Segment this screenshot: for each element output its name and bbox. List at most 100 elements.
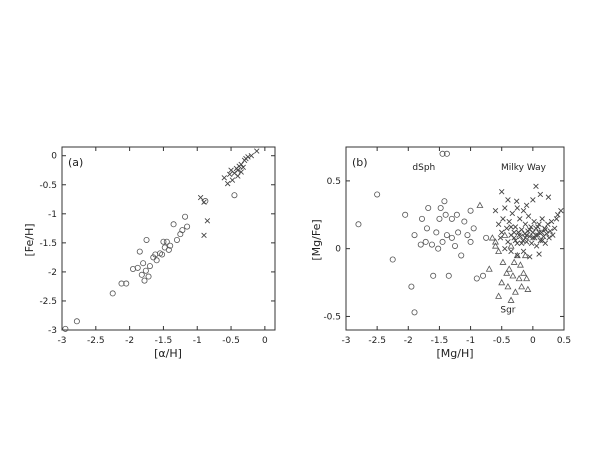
- annotation-dsph: dSph: [412, 163, 435, 173]
- x-tick-label: -2.5: [368, 336, 386, 346]
- triangle-marker: [524, 285, 532, 292]
- circle-marker: [455, 229, 462, 236]
- cross-marker: [523, 239, 530, 245]
- circle-marker: [464, 232, 471, 239]
- y-axis-label-a: [Fe/H]: [23, 223, 36, 256]
- cross-marker: [497, 235, 504, 241]
- data-points-a: [62, 148, 260, 332]
- circle-marker: [160, 238, 167, 245]
- x-tick-label: -0.5: [493, 336, 511, 346]
- cross-marker: [509, 210, 516, 217]
- cross-marker: [235, 167, 241, 173]
- cross-marker: [537, 237, 544, 244]
- circle-marker: [402, 211, 409, 218]
- circle-marker: [458, 252, 465, 259]
- circle-marker: [182, 213, 189, 220]
- x-tick-label: -1.5: [431, 336, 449, 346]
- circle-marker: [430, 272, 437, 279]
- triangle-marker: [504, 282, 512, 290]
- triangle-marker: [499, 258, 507, 265]
- cross-marker: [548, 218, 555, 225]
- circle-marker: [433, 229, 440, 236]
- circle-marker: [443, 150, 450, 157]
- circle-marker: [467, 207, 474, 214]
- x-tick-label: 0: [262, 336, 268, 346]
- circle-marker: [411, 232, 418, 239]
- circle-marker: [480, 272, 487, 279]
- circle-marker: [374, 191, 381, 198]
- triangle-marker: [492, 238, 499, 245]
- triangle-marker: [503, 269, 511, 276]
- cross-marker: [245, 154, 251, 160]
- cross-marker: [508, 248, 514, 255]
- y-axis-ticks-b: -0.5 0 0.5: [323, 177, 564, 322]
- cross-marker: [542, 226, 549, 233]
- triangle-marker: [516, 261, 524, 268]
- circle-marker: [389, 256, 396, 263]
- cross-marker: [555, 212, 561, 218]
- circle-marker: [109, 290, 116, 297]
- cross-marker: [512, 237, 519, 244]
- cross-marker: [511, 229, 517, 236]
- circle-marker: [140, 260, 147, 267]
- cross-marker: [254, 148, 260, 154]
- y-tick-label: -3: [48, 326, 57, 336]
- cross-marker: [248, 152, 255, 159]
- triangle-marker: [488, 234, 496, 241]
- cross-marker: [545, 221, 551, 227]
- cross-marker: [492, 207, 499, 214]
- cross-marker: [530, 197, 536, 203]
- cross-marker: [224, 180, 231, 187]
- circle-marker: [355, 221, 362, 228]
- y-axis-label-b: [Mg/Fe]: [310, 219, 323, 260]
- circle-marker: [470, 225, 477, 232]
- cross-marker: [536, 251, 542, 257]
- cross-marker: [533, 183, 539, 190]
- cross-marker: [505, 197, 511, 203]
- cross-marker: [201, 232, 207, 239]
- cross-marker: [558, 207, 564, 214]
- panel-label-b: (b): [352, 156, 368, 169]
- cross-marker: [539, 216, 545, 222]
- cross-marker: [197, 194, 204, 201]
- cross-marker: [221, 175, 228, 181]
- x-tick-label: -1: [193, 336, 202, 346]
- y-tick-label: 0.5: [327, 177, 341, 187]
- cross-marker: [520, 248, 527, 255]
- x-axis-ticks-a: -3 -2.5 -2 -1.5 -1 -0.5 0: [58, 147, 268, 346]
- cross-marker: [517, 216, 523, 222]
- x-tick-label: -1: [466, 336, 475, 346]
- triangle-marker: [505, 265, 513, 272]
- circle-marker: [141, 277, 148, 284]
- circle-marker: [118, 280, 125, 287]
- cross-marker: [523, 232, 530, 238]
- circle-marker: [411, 309, 418, 316]
- panel-label-a: (a): [68, 156, 83, 169]
- panel-a: -3 -2.5 -2 -1.5 -1 -0.5 0 -3-2.5-2-1.5-1-0.50 …: [23, 146, 276, 360]
- cross-marker: [204, 218, 211, 224]
- y-tick-label: -2.5: [39, 297, 57, 307]
- circle-marker: [437, 204, 444, 211]
- circle-marker: [153, 257, 160, 264]
- triangle-marker: [492, 242, 499, 249]
- x-tick-label: -2: [125, 336, 134, 346]
- circle-marker: [170, 221, 177, 228]
- cross-marker: [502, 245, 508, 252]
- circle-marker: [436, 215, 443, 222]
- triangle-marker: [515, 274, 523, 282]
- circle-marker: [123, 280, 130, 287]
- x-tick-label: -1.5: [155, 336, 173, 346]
- cross-marker: [514, 205, 521, 211]
- cross-marker: [500, 216, 506, 222]
- cross-marker: [520, 207, 527, 214]
- cross-marker: [516, 232, 522, 238]
- y-tick-label: -0.5: [39, 181, 57, 191]
- cross-marker: [541, 225, 548, 232]
- triangle-marker: [523, 274, 531, 282]
- circle-marker: [461, 218, 468, 225]
- triangle-marker: [518, 282, 526, 290]
- cross-marker: [502, 205, 508, 211]
- cross-marker: [538, 229, 545, 236]
- y-tick-label: -1: [48, 210, 57, 220]
- circle-marker: [467, 238, 474, 245]
